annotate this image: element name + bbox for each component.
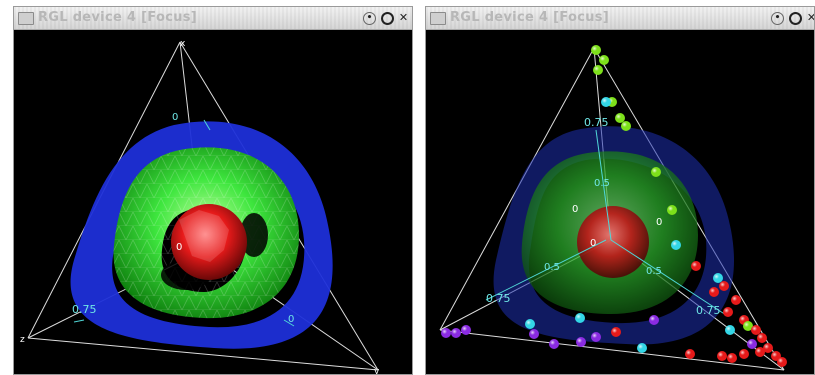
- rgl-window-left[interactable]: RGL device 4 [Focus] • ✕: [13, 6, 413, 375]
- point-highlight: [441, 328, 451, 338]
- point-highlight: [529, 329, 539, 339]
- tick-label: 0.75: [584, 116, 609, 129]
- close-icon[interactable]: ✕: [805, 11, 814, 24]
- point-highlight: [591, 45, 601, 55]
- point-highlight: [719, 281, 729, 291]
- window-menu-icon[interactable]: [430, 12, 446, 25]
- tick-label: 0: [590, 238, 596, 249]
- point-highlight: [763, 343, 773, 353]
- tick-label: 0.75: [72, 303, 97, 316]
- window-title: RGL device 4 [Focus]: [450, 10, 610, 25]
- tick-label: 0: [572, 204, 578, 215]
- axis-label-z: z: [20, 335, 25, 345]
- axis-label-x: x: [180, 39, 186, 49]
- tick-label: 0.5: [544, 262, 560, 273]
- scene-right: 0.75 0.5 0 0 0.5 0.5 0.75 0.75 0: [439, 45, 787, 371]
- window-menu-icon[interactable]: [18, 12, 34, 25]
- point-highlight: [727, 353, 737, 363]
- rgl-3d-viewport[interactable]: 0.75 0.5 0 0 0.5 0.5 0.75 0.75 0: [426, 30, 814, 374]
- rgl-window-right[interactable]: RGL device 4 [Focus] • ✕: [425, 6, 815, 375]
- point-highlight: [671, 240, 681, 250]
- minimize-icon[interactable]: •: [771, 12, 784, 25]
- tick-label: 0: [288, 314, 294, 325]
- inner-shell-surface: [577, 206, 649, 278]
- title-bar[interactable]: RGL device 4 [Focus] • ✕: [14, 7, 412, 30]
- maximize-icon[interactable]: [381, 12, 394, 25]
- inner-shell-surface: [171, 204, 247, 280]
- point-highlight: [621, 121, 631, 131]
- point-highlight: [757, 333, 767, 343]
- point-highlight: [751, 325, 761, 335]
- point-highlight: [576, 337, 586, 347]
- point-highlight: [667, 205, 677, 215]
- tick-label: 0: [176, 242, 182, 253]
- point-highlight: [747, 339, 757, 349]
- point-highlight: [637, 343, 647, 353]
- tick-label: 0.5: [646, 266, 662, 277]
- close-icon[interactable]: ✕: [398, 11, 409, 24]
- title-bar[interactable]: RGL device 4 [Focus] • ✕: [426, 7, 814, 30]
- axis-ticks: [73, 119, 295, 327]
- point-highlight: [591, 332, 601, 342]
- point-highlight: [713, 273, 723, 283]
- point-highlight: [461, 325, 471, 335]
- point-highlight: [709, 287, 719, 297]
- maximize-icon[interactable]: [789, 12, 802, 25]
- point-highlight: [575, 313, 585, 323]
- axis-ticks: [485, 129, 727, 316]
- rgl-3d-viewport[interactable]: x z y 0 0.75 0 0: [14, 30, 412, 374]
- point-highlight: [615, 113, 625, 123]
- point-highlight: [717, 351, 727, 361]
- point-highlight: [755, 347, 765, 357]
- scene-left: x z y 0 0.75 0 0: [20, 39, 380, 374]
- point-highlight: [743, 321, 753, 331]
- tick-label: 0: [172, 112, 178, 123]
- point-highlight: [731, 295, 741, 305]
- point-highlight: [725, 325, 735, 335]
- tick-label: 0.75: [696, 304, 721, 317]
- point-highlight: [525, 319, 535, 329]
- tick-label: 0.5: [594, 178, 610, 189]
- point-highlight: [593, 65, 603, 75]
- tick-label: 0.75: [486, 292, 511, 305]
- point-highlight: [685, 349, 695, 359]
- point-highlight: [601, 97, 611, 107]
- axis-label-y: y: [374, 367, 380, 374]
- point-highlight: [451, 328, 461, 338]
- point-highlight: [691, 261, 701, 271]
- point-highlight: [651, 167, 661, 177]
- point-highlight: [611, 327, 621, 337]
- tick-label: 0: [656, 217, 662, 228]
- point-highlight: [739, 349, 749, 359]
- point-highlight: [649, 315, 659, 325]
- window-title: RGL device 4 [Focus]: [38, 10, 198, 25]
- point-highlight: [723, 307, 733, 317]
- scatter-points: [441, 45, 787, 367]
- minimize-icon[interactable]: •: [363, 12, 376, 25]
- point-highlight: [549, 339, 559, 349]
- point-highlight: [599, 55, 609, 65]
- point-highlight: [777, 357, 787, 367]
